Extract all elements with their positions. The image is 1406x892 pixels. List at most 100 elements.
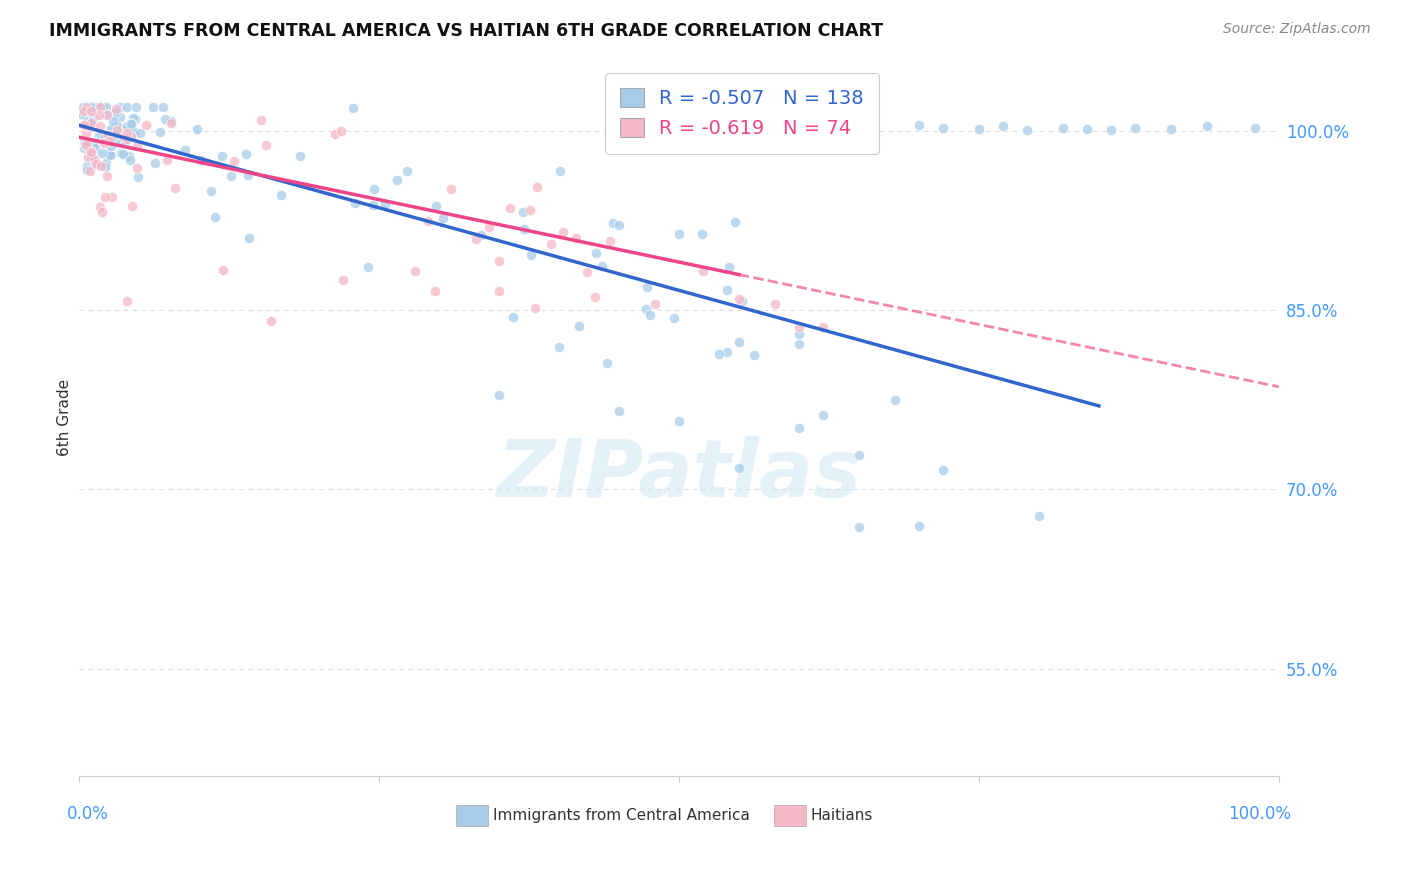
Point — [124, 112, 146, 127]
Legend: R = -0.507   N = 138, R = -0.619   N = 74: R = -0.507 N = 138, R = -0.619 N = 74 — [605, 73, 879, 153]
Point — [540, 236, 562, 251]
Point — [96, 169, 118, 183]
Point — [153, 112, 176, 127]
Point — [87, 108, 110, 122]
Point — [159, 116, 181, 130]
Point — [432, 211, 454, 226]
Point — [76, 114, 98, 128]
Point — [416, 213, 439, 227]
Point — [114, 136, 136, 150]
Point — [80, 103, 103, 118]
Point — [524, 301, 547, 316]
Point — [75, 100, 97, 114]
Point — [884, 392, 907, 407]
Point — [100, 147, 122, 161]
Point — [84, 155, 107, 169]
Point — [585, 245, 607, 260]
Point — [89, 119, 111, 133]
Point — [363, 182, 385, 196]
Point — [159, 113, 181, 128]
Point — [908, 118, 931, 132]
Point — [82, 111, 104, 125]
Point — [513, 222, 536, 236]
Point — [73, 104, 96, 119]
Point — [117, 100, 139, 114]
Point — [84, 100, 107, 114]
Text: Haitians: Haitians — [811, 808, 873, 823]
Point — [127, 161, 149, 176]
Point — [607, 404, 630, 418]
Point — [75, 136, 97, 151]
Point — [117, 126, 139, 140]
Point — [94, 190, 117, 204]
Point — [440, 182, 463, 196]
Point — [1015, 123, 1038, 137]
Point — [717, 260, 740, 274]
Point — [80, 100, 103, 114]
Point — [110, 111, 132, 125]
Point — [211, 149, 233, 163]
Point — [488, 284, 510, 298]
Point — [932, 120, 955, 135]
Point — [330, 124, 353, 138]
Point — [91, 205, 114, 219]
Point — [200, 184, 222, 198]
Point — [105, 105, 128, 120]
Point — [76, 159, 98, 173]
Point — [89, 200, 111, 214]
Point — [120, 129, 142, 144]
Point — [96, 107, 118, 121]
Point — [104, 118, 127, 132]
Point — [125, 100, 148, 114]
Point — [94, 160, 117, 174]
Point — [212, 262, 235, 277]
Point — [111, 135, 134, 149]
Point — [127, 169, 149, 184]
Point — [110, 145, 132, 160]
Point — [186, 122, 208, 136]
Point — [76, 137, 98, 152]
Point — [787, 326, 810, 341]
Point — [76, 101, 98, 115]
Point — [404, 264, 426, 278]
FancyBboxPatch shape — [456, 805, 488, 825]
FancyBboxPatch shape — [773, 805, 806, 825]
Point — [787, 420, 810, 434]
Point — [114, 132, 136, 146]
Point — [75, 138, 97, 153]
Point — [84, 135, 107, 149]
Point — [79, 145, 101, 159]
Point — [991, 120, 1014, 134]
Point — [742, 348, 765, 362]
Point — [848, 520, 870, 534]
Point — [98, 148, 121, 162]
Point — [73, 141, 96, 155]
Point — [548, 341, 571, 355]
Point — [98, 134, 121, 148]
Point — [395, 164, 418, 178]
Point — [149, 125, 172, 139]
Point — [105, 134, 128, 148]
Point — [83, 152, 105, 166]
Point — [932, 463, 955, 477]
Point — [120, 116, 142, 130]
Point — [519, 203, 541, 218]
Point — [222, 153, 245, 168]
Point — [290, 149, 312, 163]
Point — [731, 293, 754, 308]
Point — [83, 141, 105, 155]
Point — [728, 334, 751, 349]
Point — [709, 347, 731, 361]
Point — [104, 128, 127, 142]
Text: ZIPatlas: ZIPatlas — [496, 436, 862, 514]
Point — [728, 292, 751, 306]
Point — [323, 127, 346, 141]
Point — [124, 125, 146, 139]
Point — [152, 100, 174, 114]
Point — [423, 285, 446, 299]
Point — [602, 217, 624, 231]
Point — [583, 290, 606, 304]
Text: 0.0%: 0.0% — [67, 805, 110, 822]
Point — [908, 519, 931, 533]
Point — [101, 190, 124, 204]
